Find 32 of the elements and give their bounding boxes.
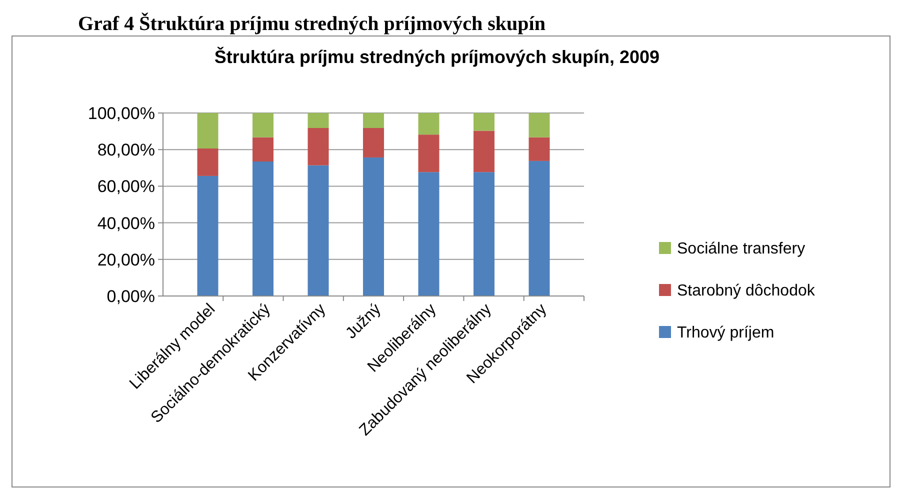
bar: [363, 157, 384, 296]
y-tick-label: 0,00%: [106, 286, 155, 306]
bar: [528, 137, 550, 161]
bar: [252, 113, 274, 138]
y-tick-label: 80,00%: [97, 140, 155, 160]
bar: [252, 161, 274, 296]
chart-title: Štruktúra príjmu stredných príjmových skupín, 2009: [214, 46, 660, 67]
text: Graf 4 Štruktúra príjmu stredných príjmových skupín: [78, 12, 546, 35]
legend-label: Sociálne transfery: [677, 240, 806, 258]
bar: [474, 172, 494, 296]
bar: [528, 113, 550, 138]
legend-label: Starobný dôchodok: [677, 282, 816, 300]
y-tick-label: 60,00%: [97, 177, 155, 196]
bar: [528, 160, 550, 296]
bar: [308, 165, 329, 296]
bar: [252, 137, 274, 162]
bar: [418, 113, 440, 135]
bar: [418, 134, 440, 172]
y-tick-label: 100,00%: [88, 104, 155, 123]
bar: [197, 148, 218, 176]
bar: [197, 176, 218, 296]
bar: [197, 113, 218, 148]
bar: [474, 113, 494, 131]
bar: [474, 130, 494, 172]
y-tick-label: 40,00%: [97, 214, 155, 233]
bar: [308, 113, 329, 128]
legend-label: Trhový príjem: [677, 324, 774, 342]
bar: [418, 172, 440, 296]
y-tick-label: 20,00%: [97, 250, 155, 270]
bar: [363, 113, 384, 128]
bar: [308, 128, 329, 166]
bar: [363, 128, 384, 158]
